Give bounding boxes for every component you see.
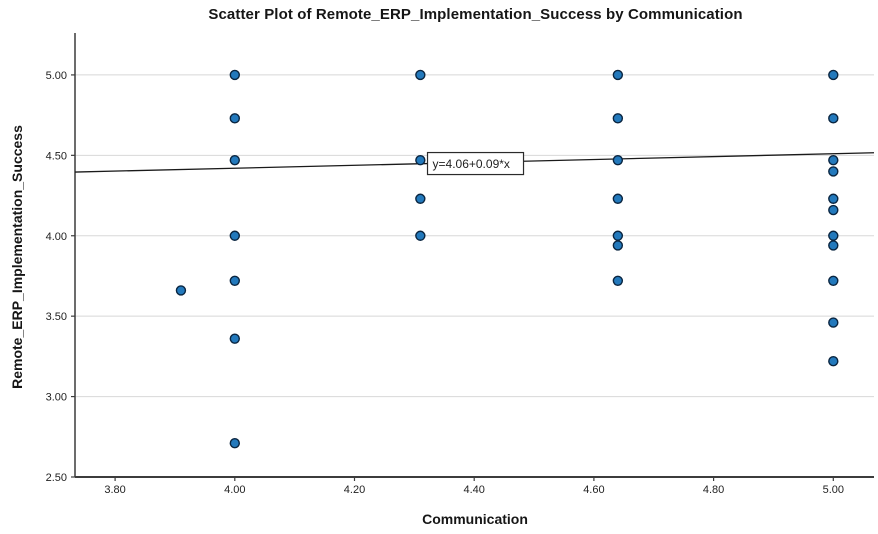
data-point xyxy=(229,69,241,81)
data-point xyxy=(229,438,241,449)
data-point xyxy=(612,193,624,204)
data-point xyxy=(229,333,241,344)
y-tick-label: 4.00 xyxy=(46,231,67,243)
data-point xyxy=(415,69,426,81)
data-point xyxy=(229,275,241,286)
data-point xyxy=(415,230,426,241)
x-tick-label: 4.60 xyxy=(583,484,604,496)
data-point xyxy=(828,154,839,166)
data-point xyxy=(828,113,839,124)
data-point xyxy=(828,317,839,328)
data-point xyxy=(612,154,624,166)
data-point xyxy=(828,230,839,241)
data-point xyxy=(828,240,839,251)
data-point xyxy=(828,275,839,286)
y-tick-label: 2.50 xyxy=(46,472,67,484)
data-point xyxy=(175,285,187,296)
y-tick-label: 5.00 xyxy=(46,70,67,82)
x-tick-label: 4.00 xyxy=(224,484,245,496)
data-point xyxy=(828,193,839,204)
equation-label-box xyxy=(426,151,525,176)
data-point xyxy=(612,240,624,251)
data-point xyxy=(828,69,839,81)
data-point xyxy=(415,193,426,204)
data-point xyxy=(229,154,241,166)
data-point xyxy=(415,154,426,166)
data-point xyxy=(229,230,241,241)
data-point xyxy=(612,230,624,241)
x-tick-label: 3.80 xyxy=(104,484,125,496)
x-tick-label: 4.20 xyxy=(344,484,365,496)
data-point xyxy=(612,69,624,81)
x-tick-label: 4.80 xyxy=(703,484,724,496)
data-point xyxy=(612,275,624,286)
equation-label-text: y=4.06+0.09*x xyxy=(433,157,510,171)
x-tick-label: 5.00 xyxy=(823,484,844,496)
data-point xyxy=(828,356,839,367)
data-point xyxy=(229,113,241,124)
x-axis-title: Communication xyxy=(422,511,528,527)
data-point xyxy=(828,204,839,216)
y-tick-label: 4.50 xyxy=(46,150,67,162)
y-tick-label: 3.50 xyxy=(46,311,67,323)
chart-title: Scatter Plot of Remote_ERP_Implementatio… xyxy=(208,6,743,23)
data-point xyxy=(828,166,839,177)
y-tick-label: 3.00 xyxy=(46,392,67,404)
x-tick-label: 4.40 xyxy=(463,484,484,496)
data-point xyxy=(612,113,624,124)
